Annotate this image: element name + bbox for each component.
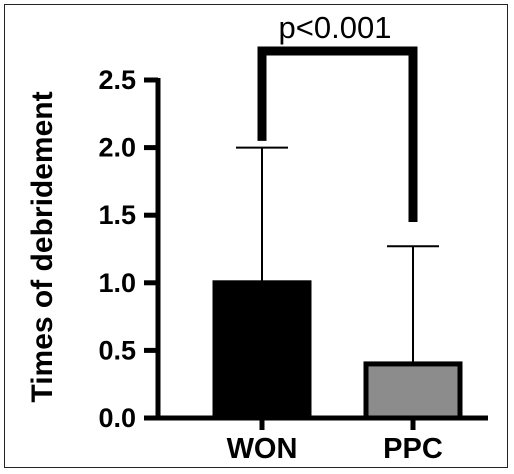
- y-axis-label: Times of debridement: [26, 91, 59, 402]
- x-axis: WON PPC: [156, 415, 488, 465]
- y-tick-label: 1.0: [98, 268, 136, 298]
- bar-won: [212, 280, 312, 421]
- y-tick-label: 2.5: [98, 65, 136, 95]
- y-tick-label: 0.5: [98, 335, 136, 365]
- y-axis: 0.0 0.5 1.0 1.5 2.0 2.5: [98, 65, 161, 433]
- bars: [212, 280, 463, 421]
- bracket-line: [257, 46, 418, 222]
- x-category-label: PPC: [383, 433, 443, 465]
- y-tick-label: 0.0: [98, 403, 136, 433]
- significance-bracket: [257, 46, 418, 222]
- bar-ppc: [363, 361, 463, 421]
- y-tick-label: 2.0: [98, 133, 136, 163]
- p-value-annotation: p<0.001: [279, 10, 392, 45]
- y-tick-label: 1.5: [98, 200, 136, 230]
- x-category-label: WON: [227, 433, 298, 465]
- error-bars: [236, 146, 439, 364]
